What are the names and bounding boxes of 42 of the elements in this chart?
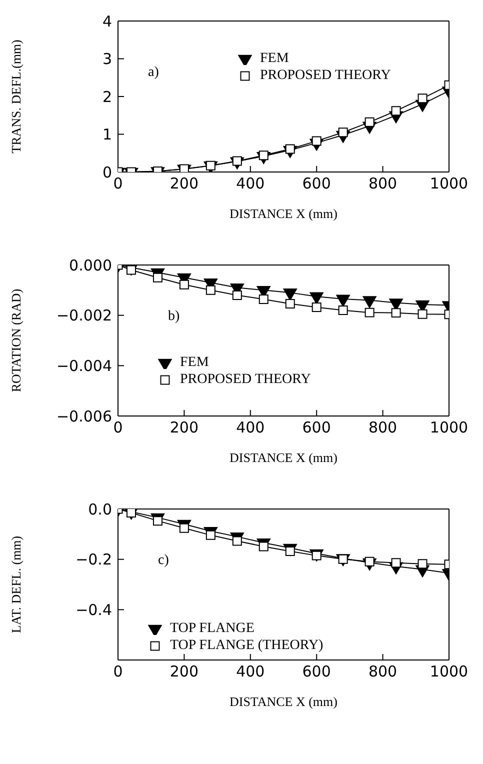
legend-label: FEM	[260, 51, 289, 66]
x-tick-label: 1000	[430, 662, 468, 681]
y-tick-label: 4	[102, 12, 112, 30]
x-axis-title: DISTANCE X (mm)	[229, 450, 338, 465]
legend-label: FEM	[180, 355, 209, 370]
x-tick-label: 800	[368, 418, 398, 437]
legend-label: PROPOSED THEORY	[180, 372, 311, 387]
y-tick-label: −0.006	[56, 407, 112, 426]
legend-label: PROPOSED THEORY	[260, 68, 391, 83]
annotation: a)	[148, 65, 159, 81]
y-tick-label: 2	[102, 88, 112, 106]
x-tick-label: 800	[368, 174, 398, 193]
y-tick-label: −0.004	[56, 356, 112, 375]
x-tick-label: 800	[368, 662, 398, 681]
x-tick-label: 200	[170, 174, 199, 193]
y-axis-title: LAT. DEFL. (mm)	[8, 536, 24, 634]
x-tick-label: 200	[170, 662, 199, 681]
x-tick-label: 400	[236, 662, 265, 681]
y-tick-label: −0.4	[76, 600, 112, 619]
annotation: c)	[158, 553, 169, 569]
y-tick-label: 0	[102, 163, 112, 182]
y-tick-label: 0.000	[69, 256, 112, 274]
x-tick-label: 400	[236, 418, 265, 437]
x-tick-label: 600	[302, 418, 331, 437]
x-axis-title: DISTANCE X (mm)	[229, 694, 338, 709]
y-tick-label: −0.2	[76, 550, 112, 569]
y-tick-label: 3	[102, 50, 112, 68]
y-tick-label: 1	[102, 126, 112, 144]
x-tick-label: 600	[302, 662, 331, 681]
y-axis-title: ROTATION (RAD)	[8, 288, 24, 392]
x-tick-label: 200	[170, 418, 199, 437]
y-tick-label: 0.0	[88, 500, 112, 518]
x-tick-label: 1000	[430, 418, 468, 437]
x-tick-label: 400	[236, 174, 265, 193]
x-axis-title: DISTANCE X (mm)	[229, 206, 338, 221]
legend-label: TOP FLANGE (THEORY)	[170, 638, 324, 653]
x-tick-label: 1000	[430, 174, 468, 193]
y-axis-title: TRANS. DEFL.(mm)	[8, 40, 24, 154]
y-tick-label: −0.002	[56, 306, 112, 325]
legend-label: TOP FLANGE	[170, 621, 254, 636]
annotation: b)	[168, 309, 180, 325]
x-tick-label: 600	[302, 174, 331, 193]
